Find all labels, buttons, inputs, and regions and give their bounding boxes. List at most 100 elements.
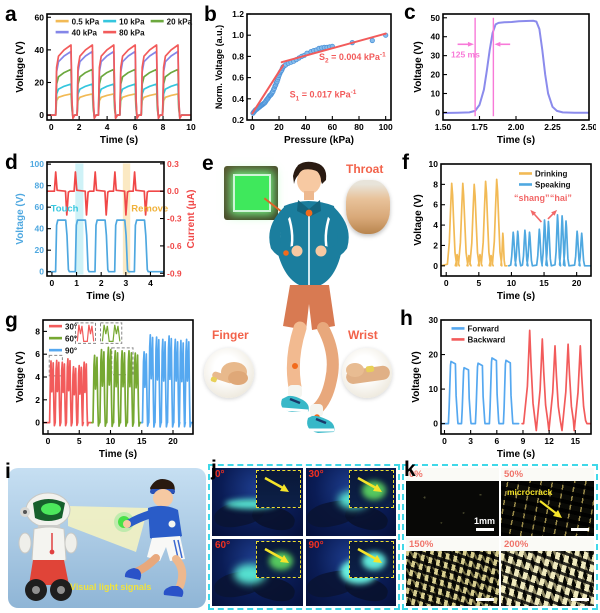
microcrack-arrow-icon	[539, 500, 562, 518]
panel-letter-e: e	[202, 152, 214, 175]
svg-text:Backward: Backward	[468, 336, 506, 345]
svg-text:5: 5	[476, 278, 481, 288]
visual-signal-caption: Visual light signals	[70, 582, 151, 592]
svg-text:Current (μA): Current (μA)	[186, 190, 197, 249]
inset-arrow-icon	[357, 476, 383, 492]
svg-text:0: 0	[39, 267, 44, 277]
svg-text:S1 = 0.017 kPa-1: S1 = 0.017 kPa-1	[290, 89, 357, 102]
inset-arrow-icon	[264, 476, 289, 492]
svg-text:Time (s): Time (s)	[100, 135, 138, 146]
svg-text:40: 40	[431, 32, 441, 42]
chart-touch-remove: Touch Remove 0 1 2 3 4 0 20 40 60 80 100 0.3 0.0 -0.3 -0…	[14, 158, 198, 302]
svg-text:Touch: Touch	[51, 203, 79, 214]
svg-text:4: 4	[35, 372, 40, 382]
svg-text:10: 10	[507, 278, 517, 288]
photo-bend-0: 0°	[212, 468, 303, 536]
micrograph-0pct: 0% 1mm	[406, 468, 499, 536]
micrograph-image	[501, 551, 594, 606]
svg-text:Voltage (V): Voltage (V)	[15, 351, 26, 402]
svg-text:Pressure (kPa): Pressure (kPa)	[284, 135, 354, 146]
svg-text:0.2: 0.2	[232, 115, 244, 125]
panel-letter-k: k	[404, 458, 416, 481]
knee-sensor-dot	[292, 363, 298, 369]
el-device-chip	[233, 174, 271, 212]
svg-text:40: 40	[35, 224, 45, 234]
svg-text:4: 4	[433, 220, 438, 230]
micrograph-image: microcrack	[501, 481, 594, 536]
svg-text:20: 20	[572, 278, 582, 288]
strain-label: 150%	[409, 539, 434, 550]
svg-text:3: 3	[468, 436, 473, 446]
svg-text:80 kPa: 80 kPa	[119, 28, 145, 37]
svg-text:30°: 30°	[65, 322, 77, 331]
svg-text:10: 10	[429, 160, 439, 169]
svg-text:Time (s): Time (s)	[497, 291, 535, 302]
chart-response-time: 125 ms 1.50 1.75 2.00 2.25 2.50 0 10 20 30 40 50 Tim…	[412, 10, 598, 146]
svg-text:60: 60	[35, 202, 45, 212]
svg-text:80: 80	[35, 181, 45, 191]
svg-text:Voltage (V): Voltage (V)	[411, 351, 422, 402]
svg-text:-0.3: -0.3	[167, 214, 182, 224]
throat-photo	[346, 180, 390, 234]
strain-label: 0%	[409, 469, 423, 480]
svg-text:Voltage (V): Voltage (V)	[15, 41, 26, 92]
inset-photo	[255, 540, 301, 579]
svg-text:50: 50	[431, 13, 441, 23]
robot-illustration	[18, 492, 78, 601]
svg-text:1.0: 1.0	[232, 30, 244, 40]
strain-label: 200%	[504, 539, 529, 550]
svg-text:2: 2	[35, 395, 40, 405]
el-device-photo	[224, 166, 283, 220]
wrist-photo	[342, 348, 392, 398]
throat-label: Throat	[346, 162, 384, 176]
panel-letter-d: d	[5, 151, 18, 174]
bend-angle-label: 90°	[308, 539, 324, 551]
svg-text:Speaking: Speaking	[535, 181, 571, 190]
svg-text:15: 15	[539, 278, 549, 288]
bend-angle-label: 60°	[215, 539, 231, 551]
svg-text:125 ms: 125 ms	[451, 50, 480, 60]
svg-text:30: 30	[431, 51, 441, 61]
wrist-label: Wrist	[348, 328, 378, 342]
svg-text:9: 9	[521, 436, 526, 446]
inset-photo	[349, 470, 394, 508]
svg-text:0: 0	[435, 107, 440, 117]
svg-text:0: 0	[39, 110, 44, 120]
svg-text:8: 8	[35, 326, 40, 336]
svg-text:100: 100	[379, 122, 393, 132]
svg-text:6: 6	[35, 349, 40, 359]
bend-angle-photos: 0° 30°	[208, 464, 400, 610]
svg-text:Time (s): Time (s)	[497, 449, 535, 460]
svg-text:1.75: 1.75	[471, 122, 488, 132]
boy-illustration	[114, 479, 187, 597]
scale-bar	[571, 597, 589, 601]
svg-text:10: 10	[106, 436, 116, 446]
svg-text:0.0: 0.0	[167, 186, 179, 196]
panel-letter-i: i	[5, 460, 11, 483]
inset-arrow-icon	[264, 547, 289, 563]
svg-text:1: 1	[74, 278, 79, 288]
svg-text:0: 0	[46, 436, 51, 446]
inset-arrow-icon	[357, 547, 383, 563]
svg-text:30: 30	[429, 316, 439, 325]
svg-text:0: 0	[433, 261, 438, 271]
bend-angle-label: 0°	[215, 469, 225, 480]
svg-text:2.25: 2.25	[544, 122, 561, 132]
svg-text:0.5 kPa: 0.5 kPa	[72, 17, 100, 26]
svg-text:5: 5	[77, 436, 82, 446]
runner-illustration	[269, 161, 349, 433]
micrograph-200pct: 200%	[501, 538, 594, 606]
svg-text:2.00: 2.00	[508, 122, 525, 132]
micrograph-image: 1mm	[406, 481, 499, 536]
svg-text:8: 8	[433, 179, 438, 189]
svg-text:3: 3	[123, 278, 128, 288]
svg-text:0: 0	[50, 278, 55, 288]
inset-photo	[255, 470, 301, 508]
svg-text:Time (s): Time (s)	[86, 291, 124, 302]
panel-body-sensors: Throat Finger Wrist	[196, 152, 404, 464]
wrist-illustration	[346, 363, 390, 384]
svg-text:0: 0	[250, 122, 255, 132]
svg-text:15: 15	[137, 436, 147, 446]
microcrack-annotation: microcrack	[507, 487, 553, 497]
svg-text:0: 0	[433, 419, 438, 429]
